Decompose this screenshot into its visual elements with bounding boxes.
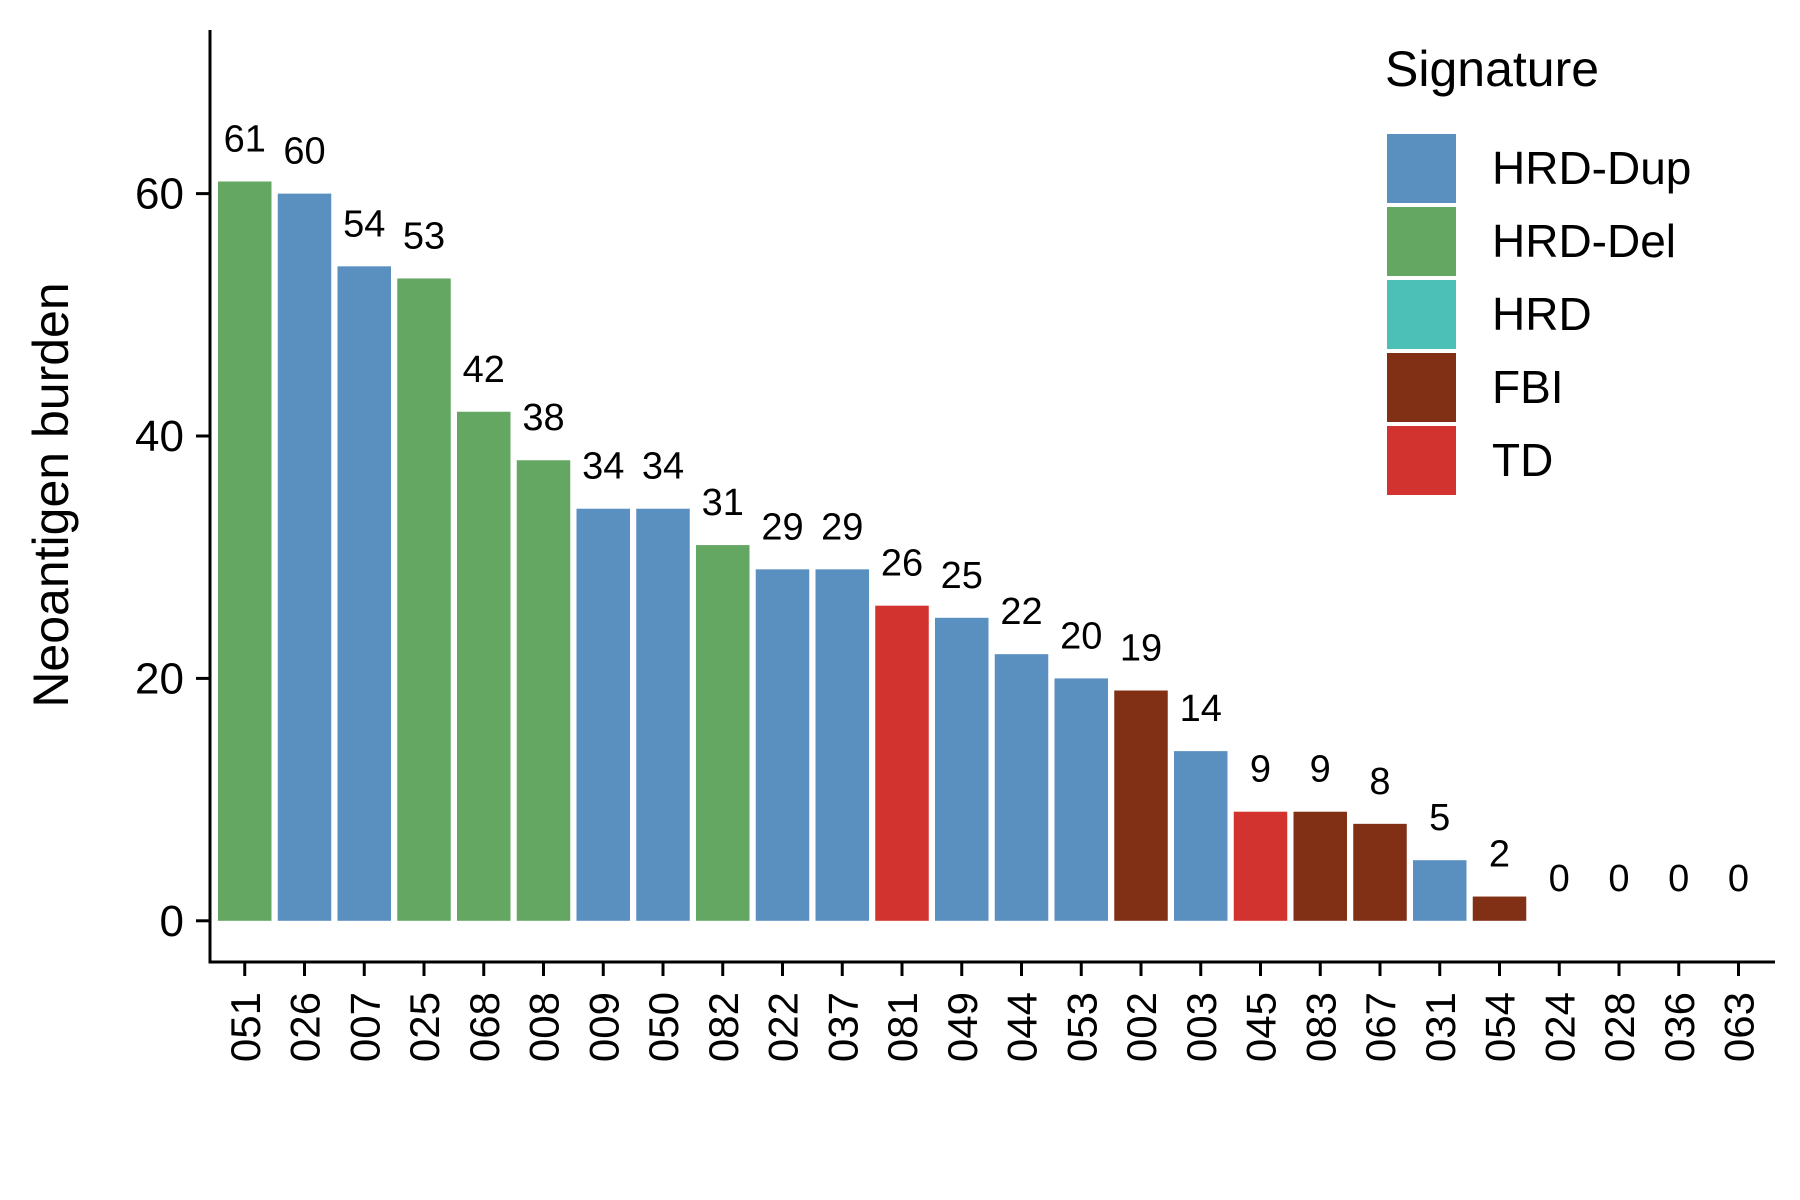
legend-swatch [1387,353,1456,422]
bar [218,181,272,921]
x-axis: 051 026 007 025 068 008 009 050 082 022 037 081 049 0… [208,960,1775,1062]
x-tick-label: 083 [1297,992,1344,1062]
x-tick-label: 050 [640,992,687,1062]
bar-value-label: 26 [881,543,923,585]
y-tick-label: 60 [135,170,184,219]
x-tick-label: 044 [999,992,1046,1062]
bar [397,278,451,921]
bar [1413,860,1467,921]
y-tick-label: 40 [135,412,184,461]
bar-value-label: 34 [642,446,684,488]
x-tick-label: 054 [1477,992,1524,1062]
bar-value-label: 61 [224,118,266,160]
legend-swatch [1387,134,1456,203]
x-tick-label: 081 [879,992,926,1062]
legend-swatch [1387,207,1456,276]
bars-group [218,181,1527,921]
bar-value-label: 9 [1310,749,1331,791]
legend-swatch [1387,426,1456,495]
bar [516,460,571,921]
bar-value-label: 34 [582,446,624,488]
bar-value-label: 9 [1250,749,1271,791]
legend-label: HRD-Dup [1492,142,1691,194]
bar [457,411,511,921]
bar [1353,823,1407,921]
x-tick-label: 024 [1536,992,1583,1062]
bar [1293,811,1347,921]
bar-value-label: 0 [1549,858,1570,900]
bar [815,569,869,921]
bar [636,508,690,921]
x-tick-label: 068 [461,992,508,1062]
y-axis: 0 20 40 60 [135,30,212,962]
y-tick-label: 0 [160,897,184,946]
bar [277,193,332,921]
bar-value-label: 2 [1489,834,1510,876]
x-tick-label: 002 [1118,992,1165,1062]
bar [337,266,391,921]
legend-entries: HRD-Dup HRD-Del HRD FBI TD [1387,134,1691,495]
x-tick-label: 031 [1417,992,1464,1062]
bar [1174,751,1228,921]
legend-label: HRD [1492,288,1592,340]
x-tick-label: 045 [1238,992,1285,1062]
x-tick-label: 051 [222,992,269,1062]
bar [875,605,929,921]
bar [696,545,750,921]
bar-value-label: 38 [522,397,564,439]
legend: Signature HRD-Dup HRD-Del HRD FBI TD [1385,41,1691,495]
bar-value-label: 29 [761,506,803,548]
x-tick-label: 009 [580,992,627,1062]
bar-value-label: 53 [403,215,445,257]
x-tick-label: 008 [521,992,568,1062]
bar-value-label: 25 [941,555,983,597]
bar-value-label: 20 [1060,615,1102,657]
legend-label: TD [1492,434,1553,486]
bar-value-label: 60 [283,131,325,173]
bar-value-label: 31 [702,482,744,524]
bar [576,508,630,921]
x-tick-label: 067 [1357,992,1404,1062]
bar-value-label: 8 [1369,761,1390,803]
x-tick-label: 007 [341,992,388,1062]
bar-value-label: 5 [1429,797,1450,839]
y-axis-title: Neoantigen burden [23,282,79,707]
bar-value-label: 42 [463,349,505,391]
legend-label: HRD-Del [1492,215,1676,267]
bar-value-label: 29 [821,506,863,548]
bar [755,569,810,921]
x-tick-label: 036 [1656,992,1703,1062]
bar-value-label: 54 [343,203,385,245]
legend-title: Signature [1385,41,1599,97]
bar-value-label: 19 [1120,628,1162,670]
x-tick-label: 003 [1178,992,1225,1062]
x-tick-label: 026 [282,992,329,1062]
x-tick-label: 022 [760,992,807,1062]
bar-value-label: 0 [1608,858,1629,900]
bar-value-label: 14 [1180,688,1222,730]
bar-value-label: 22 [1000,591,1042,633]
x-tick-label: 049 [939,992,986,1062]
bar-value-label: 0 [1668,858,1689,900]
legend-label: FBI [1492,361,1564,413]
x-tick-label: 028 [1596,992,1643,1062]
x-tick-label: 053 [1058,992,1105,1062]
x-tick-label: 037 [819,992,866,1062]
bar [1054,678,1108,921]
legend-swatch [1387,280,1456,349]
y-tick-label: 20 [135,654,184,703]
bar [1233,811,1288,921]
x-tick-label: 025 [401,992,448,1062]
bar-value-label: 0 [1728,858,1749,900]
bar [935,617,989,921]
x-tick-label: 082 [700,992,747,1062]
bar [994,654,1049,921]
bar [1472,896,1527,921]
x-tick-label: 063 [1716,992,1763,1062]
bar [1114,690,1168,921]
